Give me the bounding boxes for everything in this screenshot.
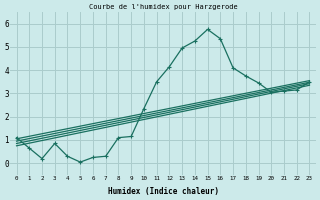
X-axis label: Humidex (Indice chaleur): Humidex (Indice chaleur) [108, 187, 219, 196]
Title: Courbe de l'humidex pour Harzgerode: Courbe de l'humidex pour Harzgerode [89, 4, 237, 10]
